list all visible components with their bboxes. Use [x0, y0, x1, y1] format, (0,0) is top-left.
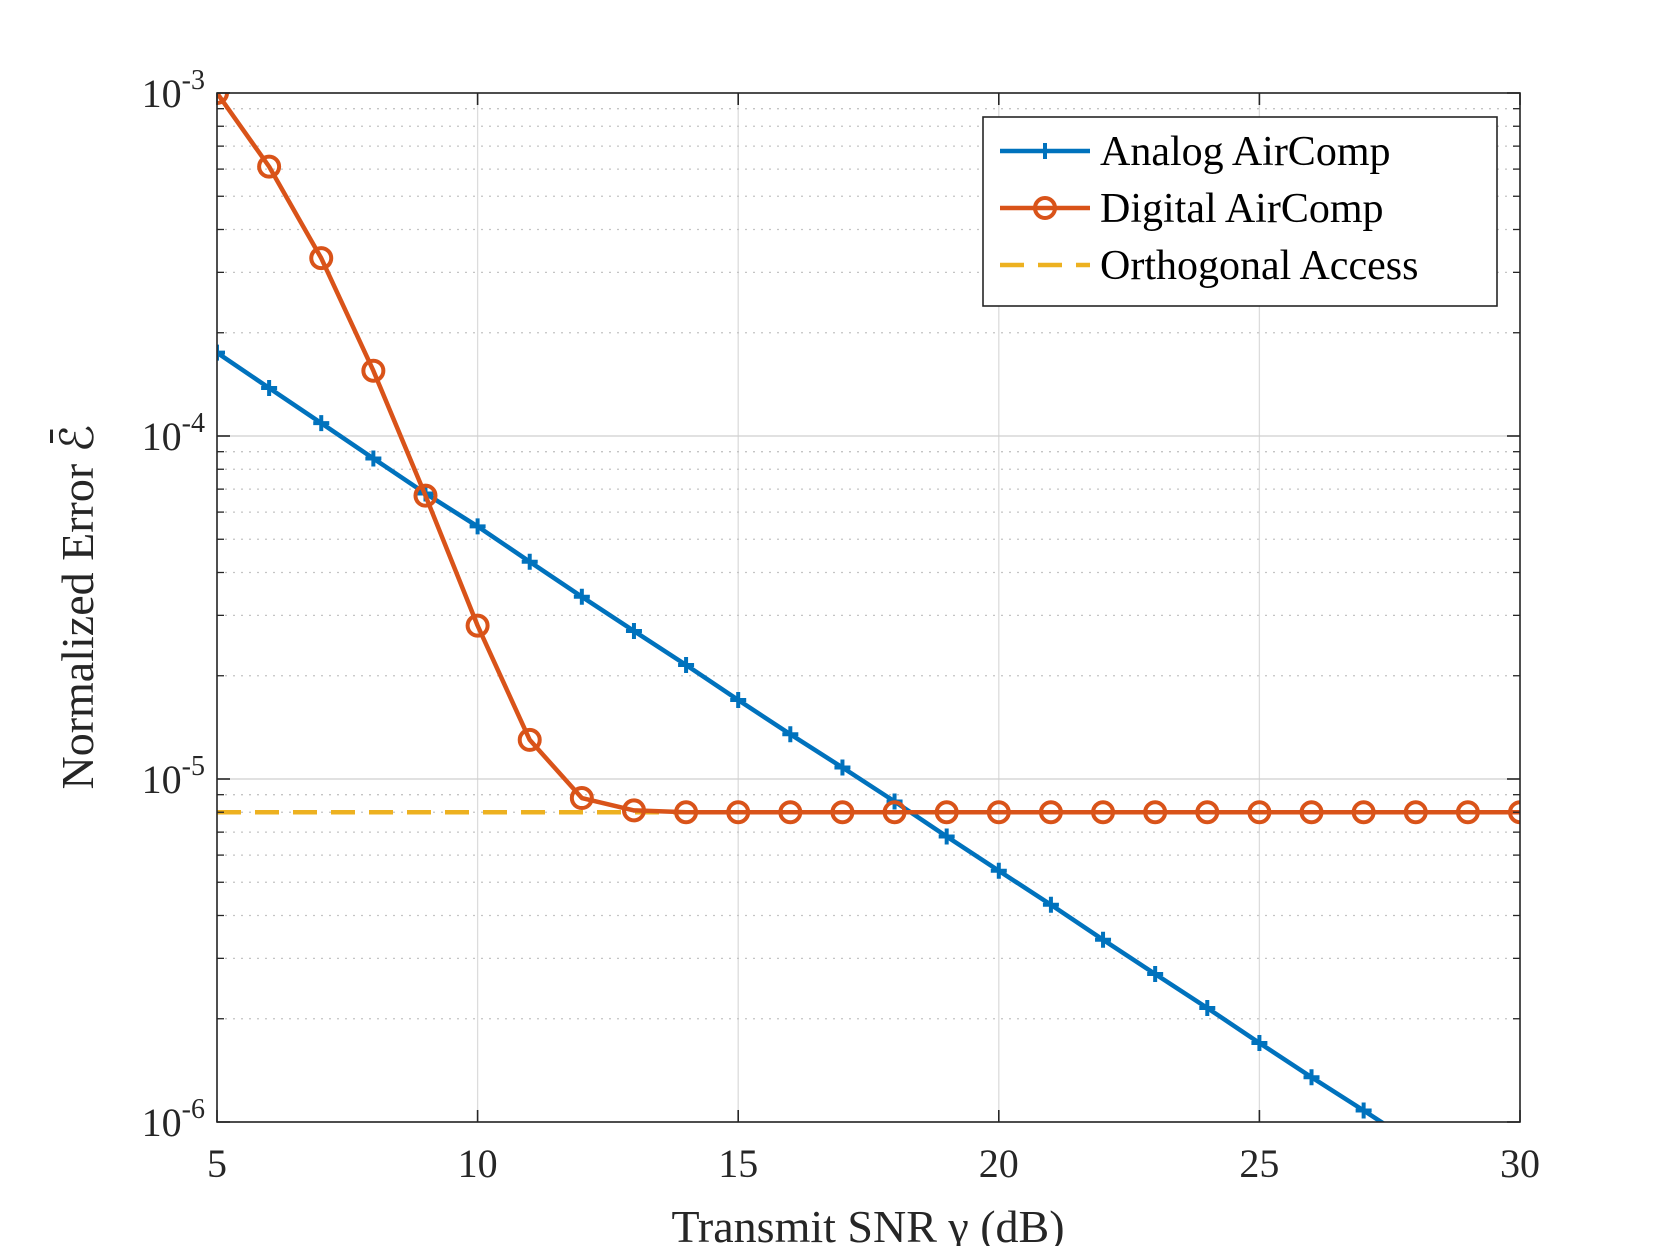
x-tick-label: 20	[979, 1141, 1019, 1186]
data-point	[986, 800, 1011, 825]
data-point	[678, 656, 695, 673]
data-point	[1037, 143, 1053, 159]
data-point	[257, 154, 282, 179]
data-point	[1299, 800, 1324, 825]
data-point	[1403, 800, 1428, 825]
data-point	[830, 800, 855, 825]
legend-label: Orthogonal Access	[1100, 243, 1418, 289]
data-point	[726, 800, 751, 825]
data-point	[517, 727, 542, 752]
series-group	[217, 93, 1520, 1122]
legend-label: Analog AirComp	[1100, 129, 1391, 175]
y-tick-label: 10-5	[142, 751, 205, 802]
data-point	[217, 344, 225, 361]
x-axis-title: Transmit SNR γ (dB)	[671, 1201, 1064, 1246]
data-point	[1247, 800, 1272, 825]
data-point	[730, 691, 747, 708]
x-tick-label: 10	[458, 1141, 498, 1186]
data-point	[1199, 999, 1216, 1016]
y-tick-label: 10-6	[142, 1094, 205, 1145]
data-point	[1091, 800, 1116, 825]
data-point	[625, 623, 642, 640]
data-point	[674, 800, 699, 825]
tick-labels: 5 10 15 20 25 30 10-6 10-5 10-4 10-3	[142, 65, 1540, 1186]
data-point	[413, 483, 438, 508]
data-point	[569, 786, 594, 811]
y-tick-label: 10-4	[142, 408, 205, 459]
data-point	[1038, 800, 1063, 825]
data-point	[1351, 800, 1376, 825]
y-tick-label: 10-3	[142, 65, 205, 116]
data-point	[1508, 800, 1520, 825]
data-point	[1355, 1102, 1372, 1119]
data-point	[469, 518, 486, 535]
plot-frame	[216, 92, 1521, 1123]
legend-box	[982, 116, 1498, 307]
legend-entry: Digital AirComp	[1000, 186, 1384, 232]
x-tick-label: 25	[1239, 1141, 1279, 1186]
x-tick-label: 30	[1500, 1141, 1540, 1186]
x-tick-label: 15	[718, 1141, 758, 1186]
data-point	[1033, 196, 1057, 220]
data-point	[521, 553, 538, 570]
data-point	[1095, 931, 1112, 948]
data-point	[1143, 800, 1168, 825]
data-point	[1147, 966, 1164, 983]
series-digital-aircomp	[217, 93, 1520, 825]
y-axis-title: Normalized Error ℰ̄	[51, 424, 103, 789]
data-point	[1195, 800, 1220, 825]
legend-entry: Analog AirComp	[1000, 129, 1391, 175]
data-point	[365, 450, 382, 467]
data-point	[934, 800, 959, 825]
legend-entry: Orthogonal Access	[1000, 243, 1418, 289]
data-point	[1455, 800, 1480, 825]
data-point	[778, 800, 803, 825]
data-point	[1303, 1069, 1320, 1086]
data-point	[834, 759, 851, 776]
data-point	[621, 798, 646, 823]
data-point	[882, 800, 907, 825]
axis-ticks	[216, 92, 1521, 1123]
data-point	[782, 726, 799, 743]
legend: Analog AirComp Digital AirComp Orthogonal …	[982, 116, 1498, 307]
data-point	[309, 246, 334, 271]
data-point	[465, 613, 490, 638]
data-point	[938, 828, 955, 845]
data-point	[361, 358, 386, 383]
data-point	[313, 415, 330, 432]
legend-label: Digital AirComp	[1100, 186, 1384, 232]
data-point	[261, 380, 278, 397]
data-point	[573, 588, 590, 605]
x-tick-label: 5	[207, 1141, 227, 1186]
data-point	[1042, 896, 1059, 913]
data-point	[990, 862, 1007, 879]
data-point	[1251, 1034, 1268, 1051]
